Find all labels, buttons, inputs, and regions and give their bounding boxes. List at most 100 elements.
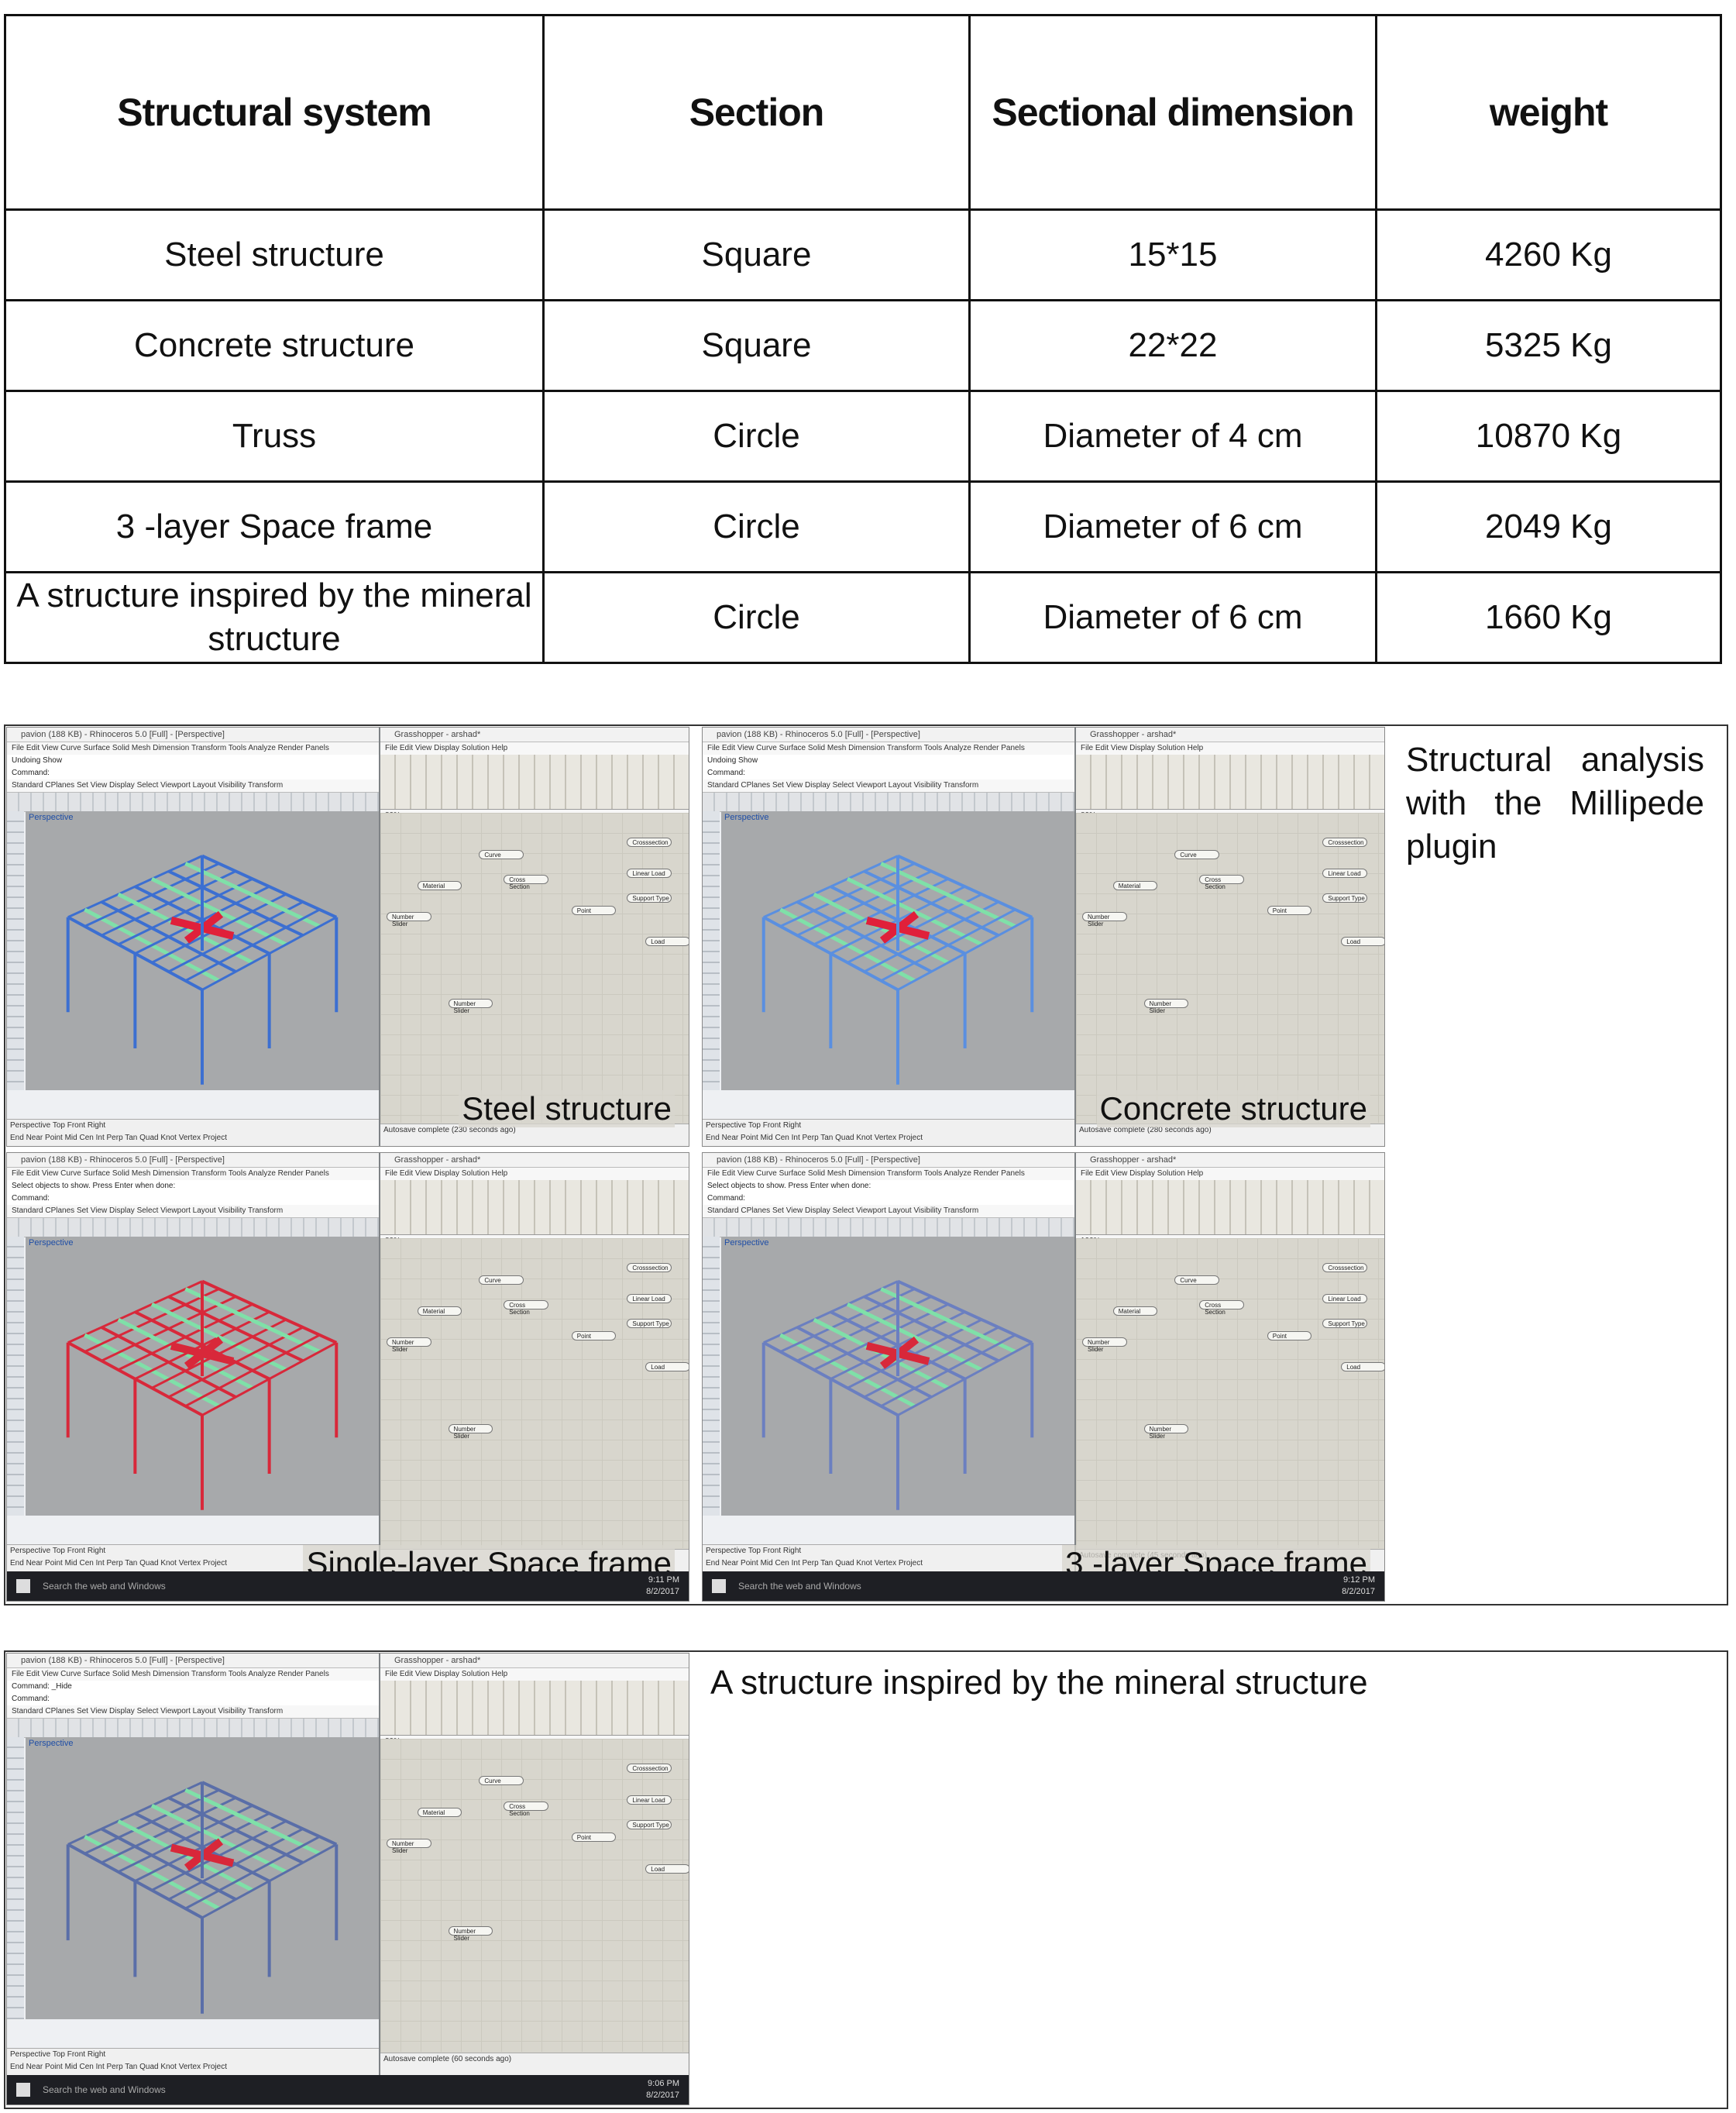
grasshopper-menu[interactable]: File Edit View Display Solution Help: [380, 1168, 689, 1180]
command-prompt[interactable]: Command:: [703, 767, 1074, 779]
grasshopper-toolbar[interactable]: [380, 755, 689, 810]
view-tabs[interactable]: Perspective Top Front Right: [706, 1121, 802, 1130]
viewport-label[interactable]: Perspective: [29, 1238, 74, 1247]
gh-component[interactable]: Curve: [1174, 850, 1220, 859]
rhino-toolbar[interactable]: [7, 1217, 379, 1237]
command-prompt[interactable]: Command:: [7, 1192, 379, 1205]
gh-component[interactable]: Load: [645, 1362, 689, 1371]
gh-component[interactable]: Number Slider: [1143, 1424, 1189, 1440]
perspective-viewport[interactable]: Perspective: [26, 811, 379, 1090]
rhino-tabs[interactable]: Standard CPlanes Set View Display Select…: [703, 1205, 1074, 1217]
gh-component[interactable]: Curve: [1174, 1275, 1220, 1285]
gh-component[interactable]: Cross Section: [504, 1300, 548, 1316]
gh-component[interactable]: Load: [1341, 1362, 1384, 1371]
grasshopper-canvas[interactable]: Curve Material Cross Section Number Slider P…: [380, 813, 689, 1123]
windows-taskbar[interactable]: Search the web and Windows 9:12 PM 8/2/201…: [703, 1571, 1384, 1601]
gh-component[interactable]: Cross Section: [504, 875, 548, 890]
gh-component[interactable]: Point: [571, 1833, 617, 1843]
gh-component[interactable]: Support Type: [1322, 893, 1368, 903]
side-toolbar[interactable]: [703, 811, 720, 1090]
gh-component[interactable]: Number Slider: [1143, 999, 1189, 1014]
side-toolbar[interactable]: [7, 1737, 24, 2019]
rhino-menu[interactable]: File Edit View Curve Surface Solid Mesh …: [703, 742, 1074, 755]
taskbar-search[interactable]: Search the web and Windows: [43, 2084, 166, 2095]
grasshopper-canvas[interactable]: Curve Material Cross Section Number Slider P…: [380, 1238, 689, 1548]
gh-component[interactable]: Material: [417, 1306, 462, 1316]
taskbar-search[interactable]: Search the web and Windows: [43, 1581, 166, 1592]
gh-component[interactable]: Number Slider: [1081, 1337, 1127, 1353]
gh-component[interactable]: Load: [645, 937, 689, 946]
gh-component[interactable]: Material: [417, 1807, 462, 1817]
gh-component[interactable]: Cross Section: [504, 1801, 548, 1817]
command-prompt[interactable]: Command:: [7, 767, 379, 779]
grasshopper-menu[interactable]: File Edit View Display Solution Help: [1076, 1168, 1384, 1180]
osnap-bar[interactable]: End Near Point Mid Cen Int Perp Tan Quad…: [10, 1134, 227, 1142]
osnap-bar[interactable]: End Near Point Mid Cen Int Perp Tan Quad…: [706, 1134, 923, 1142]
command-prompt[interactable]: Command:: [703, 1192, 1074, 1205]
rhino-menu[interactable]: File Edit View Curve Surface Solid Mesh …: [703, 1168, 1074, 1180]
grasshopper-canvas[interactable]: Curve Material Cross Section Number Slider P…: [380, 1739, 689, 2052]
rhino-tabs[interactable]: Standard CPlanes Set View Display Select…: [7, 1205, 379, 1217]
gh-component[interactable]: Linear Load: [627, 1795, 672, 1805]
gh-component[interactable]: Linear Load: [627, 869, 672, 878]
view-tabs[interactable]: Perspective Top Front Right: [10, 2050, 106, 2059]
gh-component[interactable]: Material: [1112, 881, 1158, 890]
gh-component[interactable]: Crosssection: [1322, 1263, 1368, 1272]
gh-component[interactable]: Support Type: [627, 893, 672, 903]
view-tabs[interactable]: Perspective Top Front Right: [10, 1121, 106, 1130]
grasshopper-toolbar[interactable]: [1076, 1180, 1384, 1235]
osnap-bar[interactable]: End Near Point Mid Cen Int Perp Tan Quad…: [10, 1559, 227, 1568]
rhino-toolbar[interactable]: [703, 792, 1074, 812]
gh-component[interactable]: Number Slider: [448, 1424, 493, 1440]
grasshopper-menu[interactable]: File Edit View Display Solution Help: [1076, 742, 1384, 755]
grasshopper-menu[interactable]: File Edit View Display Solution Help: [380, 1668, 689, 1681]
command-prompt[interactable]: Command:: [7, 1693, 379, 1705]
gh-component[interactable]: Point: [1267, 906, 1312, 915]
gh-component[interactable]: Material: [1112, 1306, 1158, 1316]
gh-component[interactable]: Point: [571, 1331, 617, 1340]
view-tabs[interactable]: Perspective Top Front Right: [10, 1547, 106, 1555]
gh-component[interactable]: Cross Section: [1199, 875, 1244, 890]
grasshopper-toolbar[interactable]: [380, 1180, 689, 1235]
gh-component[interactable]: Curve: [479, 850, 524, 859]
windows-taskbar[interactable]: Search the web and Windows 9:11 PM 8/2/201…: [7, 1571, 689, 1601]
viewport-label[interactable]: Perspective: [29, 1739, 74, 1748]
rhino-toolbar[interactable]: [7, 792, 379, 812]
gh-component[interactable]: Number Slider: [386, 1839, 431, 1854]
viewport-label[interactable]: Perspective: [29, 813, 74, 822]
gh-component[interactable]: Material: [417, 881, 462, 890]
gh-component[interactable]: Linear Load: [1322, 1294, 1368, 1303]
gh-component[interactable]: Load: [1341, 937, 1384, 946]
viewport-label[interactable]: Perspective: [724, 813, 769, 822]
grasshopper-menu[interactable]: File Edit View Display Solution Help: [380, 742, 689, 755]
gh-component[interactable]: Number Slider: [448, 999, 493, 1014]
view-tabs[interactable]: Perspective Top Front Right: [706, 1547, 802, 1555]
rhino-tabs[interactable]: Standard CPlanes Set View Display Select…: [7, 1705, 379, 1718]
gh-component[interactable]: Point: [571, 906, 617, 915]
side-toolbar[interactable]: [7, 811, 24, 1090]
osnap-bar[interactable]: End Near Point Mid Cen Int Perp Tan Quad…: [10, 2063, 227, 2071]
gh-component[interactable]: Point: [1267, 1331, 1312, 1340]
side-toolbar[interactable]: [703, 1237, 720, 1516]
osnap-bar[interactable]: End Near Point Mid Cen Int Perp Tan Quad…: [706, 1559, 923, 1568]
gh-component[interactable]: Support Type: [1322, 1319, 1368, 1328]
gh-component[interactable]: Support Type: [627, 1319, 672, 1328]
perspective-viewport[interactable]: Perspective: [26, 1737, 379, 2019]
viewport-label[interactable]: Perspective: [724, 1238, 769, 1247]
gh-component[interactable]: Curve: [479, 1275, 524, 1285]
taskbar-search[interactable]: Search the web and Windows: [738, 1581, 861, 1592]
gh-component[interactable]: Support Type: [627, 1820, 672, 1830]
gh-component[interactable]: Number Slider: [1081, 912, 1127, 927]
rhino-toolbar[interactable]: [7, 1718, 379, 1738]
perspective-viewport[interactable]: Perspective: [721, 811, 1074, 1090]
gh-component[interactable]: Curve: [479, 1776, 524, 1786]
rhino-tabs[interactable]: Standard CPlanes Set View Display Select…: [7, 779, 379, 792]
gh-component[interactable]: Crosssection: [1322, 838, 1368, 847]
gh-component[interactable]: Number Slider: [448, 1926, 493, 1942]
gh-component[interactable]: Number Slider: [386, 1337, 431, 1353]
rhino-menu[interactable]: File Edit View Curve Surface Solid Mesh …: [7, 742, 379, 755]
grasshopper-toolbar[interactable]: [1076, 755, 1384, 810]
gh-component[interactable]: Load: [645, 1864, 689, 1874]
gh-component[interactable]: Crosssection: [627, 838, 672, 847]
start-button[interactable]: [712, 1579, 726, 1593]
